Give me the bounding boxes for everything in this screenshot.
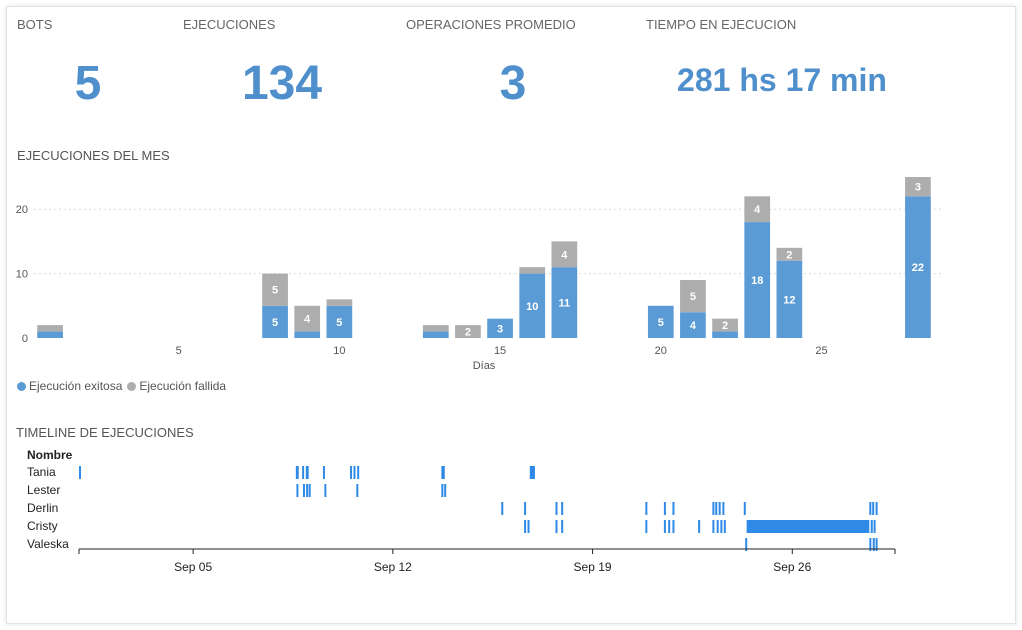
bar-data-label: 11 (559, 298, 571, 310)
bar-data-label: 5 (272, 317, 278, 329)
kpi-value-executions: 134 (241, 57, 323, 110)
bar-data-label: 3 (497, 323, 503, 335)
kpi-label-avg-operations: OPERACIONES PROMEDIO (406, 17, 576, 32)
legend-success-dot-icon (17, 381, 26, 391)
bar-y-tick-label: 0 (22, 333, 28, 345)
bar-data-label: 2 (465, 327, 471, 339)
bar-x-axis-label: Días (473, 360, 496, 372)
bar-data-label: 12 (783, 294, 795, 306)
bar-data-label: 2 (786, 249, 792, 261)
bar-failed[interactable] (326, 299, 353, 306)
bar-data-label: 2 (722, 320, 728, 332)
legend-failed-dot-icon (127, 381, 137, 391)
bar-data-label: 5 (690, 291, 696, 303)
kpi-label-runtime: TIEMPO EN EJECUCION (646, 17, 797, 32)
bar-failed[interactable] (422, 325, 449, 332)
bar-success[interactable] (680, 312, 706, 338)
bar-success[interactable] (262, 305, 288, 338)
bar-x-tick-label: 20 (655, 345, 667, 357)
bar-legend[interactable]: Ejecución exitosa Ejecución fallida (17, 379, 231, 393)
bar-failed[interactable] (905, 177, 931, 197)
bar-failed[interactable] (744, 196, 771, 223)
bar-data-label: 4 (304, 314, 311, 326)
bar-success[interactable] (326, 305, 353, 338)
bar-success[interactable] (551, 267, 578, 338)
bar-success[interactable] (422, 331, 449, 338)
kpi-label-bots: BOTS (17, 17, 53, 32)
bar-data-label: 5 (336, 317, 342, 329)
bar-data-label: 10 (526, 301, 538, 313)
bar-failed[interactable] (37, 325, 63, 332)
bar-data-label: 22 (912, 262, 924, 274)
legend-success-label: Ejecución exitosa (29, 379, 123, 393)
legend-failed-label: Ejecución fallida (139, 379, 227, 393)
bar-x-ticks: 5 10 15 20 25 (176, 345, 828, 357)
bar-success[interactable] (712, 331, 738, 338)
legend-item-success[interactable]: Ejecución exitosa (17, 379, 122, 393)
monthly-chart-title: EJECUCIONES DEL MES (17, 148, 170, 163)
bar-data-label: 4 (690, 320, 697, 332)
bar-success[interactable] (519, 273, 546, 338)
bar-success[interactable] (294, 331, 321, 338)
kpi-label-executions: EJECUCIONES (183, 17, 276, 32)
bar-failed[interactable] (455, 325, 481, 338)
bar-success[interactable] (647, 305, 674, 338)
bar-failed[interactable] (776, 247, 803, 261)
bar-failed[interactable] (551, 241, 578, 268)
bar-success[interactable] (905, 196, 931, 338)
bar-data-label: 18 (751, 275, 763, 287)
bar-data-label: 5 (272, 285, 278, 297)
legend-item-failed[interactable]: Ejecución fallida (127, 379, 226, 393)
bar-failed[interactable] (519, 267, 546, 274)
bar-success[interactable] (744, 222, 771, 338)
kpi-value-runtime: 281 hs 17 min (677, 62, 887, 98)
bar-data-label: 3 (915, 182, 921, 194)
bar-x-tick-label: 5 (176, 345, 182, 357)
bar-failed[interactable] (712, 318, 738, 332)
bar-x-tick-label: 15 (494, 345, 506, 357)
bar-data-label: 4 (561, 249, 568, 261)
bar-y-tick-label: 20 (16, 204, 28, 216)
bar-success[interactable] (487, 318, 513, 338)
bar-x-tick-label: 25 (815, 345, 827, 357)
timeline-title: TIMELINE DE EJECUCIONES (16, 425, 194, 440)
bar-grid (34, 208, 944, 275)
bar-failed[interactable] (294, 305, 321, 332)
kpi-value-avg-operations: 3 (499, 57, 527, 110)
bar-failed[interactable] (262, 273, 288, 306)
bar-x-tick-label: 10 (333, 345, 345, 357)
bar-data-label: 4 (754, 204, 761, 216)
bar-y-tick-label: 10 (16, 269, 28, 281)
bar-data-label: 5 (658, 317, 664, 329)
bar-success[interactable] (776, 260, 803, 338)
bar-y-ticks: 0 10 20 (16, 204, 28, 345)
kpi-value-bots: 5 (74, 57, 102, 110)
bar-marks (37, 177, 931, 338)
bar-failed[interactable] (680, 280, 706, 313)
bar-success[interactable] (37, 331, 63, 338)
